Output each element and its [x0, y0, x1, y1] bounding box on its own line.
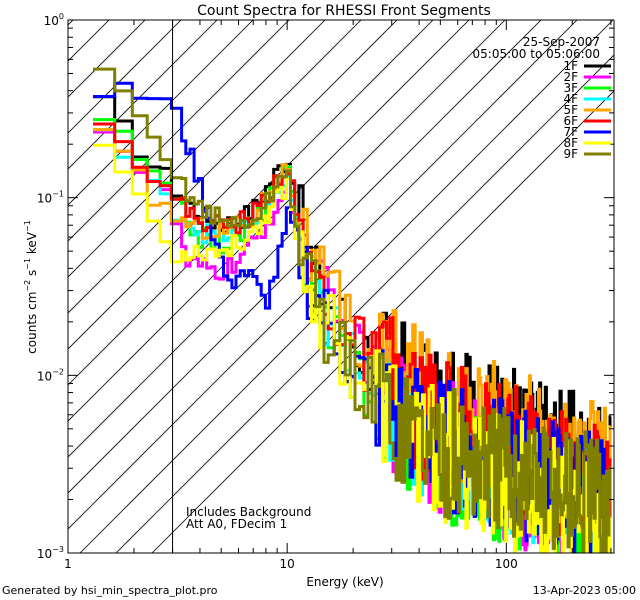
annotation-attenuator: Att A0, FDecim 1: [186, 517, 287, 531]
x-tick-label: 10: [280, 557, 295, 571]
hatch-line: [68, 20, 146, 98]
hatched-region: [68, 20, 614, 553]
y-axis-label: counts cm−2 s−1 keV−1: [23, 220, 39, 354]
y-tick-label: 10−1: [37, 190, 64, 206]
x-tick-label: 1: [64, 557, 72, 571]
hatch-line: [68, 20, 254, 206]
y-tick-label: 100: [44, 12, 64, 28]
hatch-line: [68, 20, 290, 242]
y-tick-label: 10−3: [37, 545, 64, 561]
hatch-line: [68, 20, 578, 530]
legend-label-2F: 2F: [563, 70, 578, 84]
legend-label-9F: 9F: [563, 147, 578, 161]
hatch-line: [151, 90, 614, 553]
time-range-label: 05:05:00 to 05:06:00: [473, 47, 600, 61]
legend-label-6F: 6F: [563, 114, 578, 128]
series-9F: [93, 67, 612, 553]
hatch-line: [68, 20, 434, 386]
hatch-line: [68, 20, 218, 170]
date-label: 25-Sep-2007: [523, 35, 600, 49]
hatch-line: [68, 20, 470, 422]
y-tick-label: 10−2: [37, 367, 64, 383]
hatch-line: [115, 54, 614, 553]
footer-generated-by: Generated by hsi_min_spectra_plot.pro: [2, 584, 218, 597]
hatch-line: [68, 20, 506, 458]
axes: 1 10 100 100 10−1 10−2 10−3: [37, 12, 614, 571]
series-layer: [93, 67, 612, 553]
hatch-line: [68, 20, 110, 62]
hatch-line: [79, 20, 614, 553]
chart-title: Count Spectra for RHESSI Front Segments: [197, 3, 491, 19]
hatch-line: [68, 20, 326, 278]
plot-frame: [67, 19, 615, 554]
hatch-line: [68, 20, 398, 350]
annotation-background: Includes Background: [186, 505, 311, 519]
footer-timestamp: 13-Apr-2023 05:00: [532, 584, 636, 597]
hatch-line: [68, 20, 182, 134]
x-axis-label: Energy (keV): [306, 575, 383, 589]
legend-label-5F: 5F: [563, 103, 578, 117]
legend-label-1F: 1F: [563, 59, 578, 73]
legend-label-7F: 7F: [563, 125, 578, 139]
legend-label-8F: 8F: [563, 136, 578, 150]
hatch-line: [68, 20, 362, 314]
legend-label-3F: 3F: [563, 81, 578, 95]
legend-label-4F: 4F: [563, 92, 578, 106]
x-tick-label: 100: [495, 557, 518, 571]
